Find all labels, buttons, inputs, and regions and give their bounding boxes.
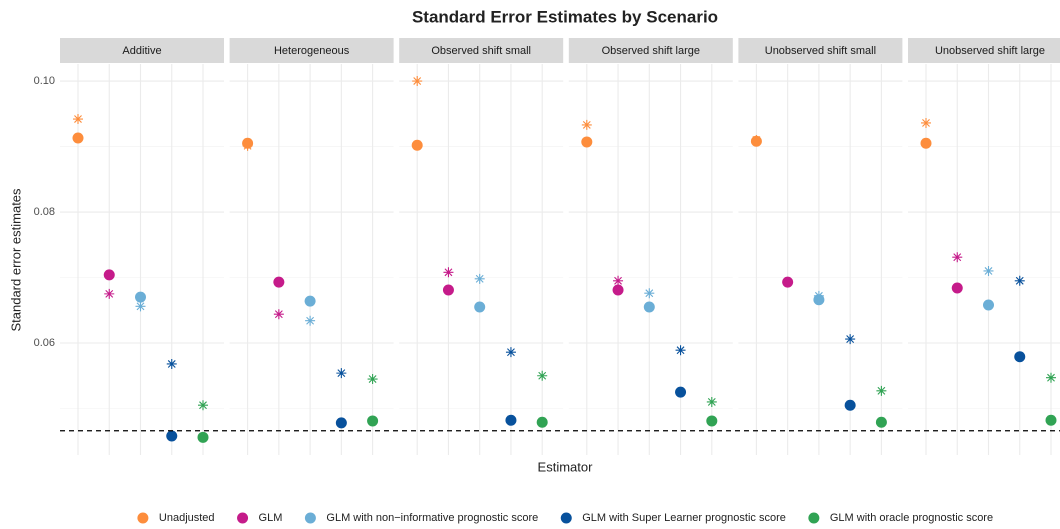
star-point <box>367 374 378 385</box>
star-point <box>581 119 592 130</box>
point <box>643 301 655 313</box>
legend-label: GLM with non−informative prognostic scor… <box>326 512 538 524</box>
star-point <box>273 309 284 320</box>
point <box>612 284 624 296</box>
point <box>675 386 687 398</box>
point <box>1014 351 1026 363</box>
point <box>197 431 209 443</box>
strip <box>399 38 564 63</box>
star-point <box>443 267 454 278</box>
legend-label: GLM with Super Learner prognostic score <box>582 512 786 524</box>
star-point <box>104 288 115 299</box>
star-point <box>1014 275 1025 286</box>
star-point <box>1046 372 1056 383</box>
point <box>411 139 423 151</box>
star-point <box>706 396 717 407</box>
star-point <box>952 252 963 263</box>
point <box>750 135 762 147</box>
strip-label: Unobserved shift large <box>935 45 1045 57</box>
strip <box>738 38 903 63</box>
star-point <box>983 265 994 276</box>
point <box>951 282 963 294</box>
star-point <box>474 273 485 284</box>
star-point <box>644 288 655 299</box>
legend-label: GLM with oracle prognostic score <box>830 512 993 524</box>
star-point <box>73 114 83 125</box>
chart-title: Standard Error Estimates by Scenario <box>412 7 718 26</box>
y-tick-label: 0.10 <box>34 75 55 87</box>
point <box>782 276 794 288</box>
strip-label: Unobserved shift small <box>765 45 876 57</box>
x-axis-label: Estimator <box>538 459 594 474</box>
strip-label: Observed shift large <box>602 45 700 57</box>
point <box>920 137 932 149</box>
point <box>166 430 178 442</box>
y-tick-label: 0.06 <box>34 337 55 349</box>
point <box>335 417 347 429</box>
point <box>273 276 285 288</box>
strip-label: Heterogeneous <box>274 45 350 57</box>
point <box>581 136 593 148</box>
strip-label: Observed shift small <box>431 45 531 57</box>
y-axis-label: Standard error estimates <box>8 188 23 332</box>
star-point <box>537 370 548 381</box>
star-point <box>336 368 347 379</box>
legend-marker <box>304 512 316 524</box>
point <box>1045 414 1057 426</box>
star-point <box>198 400 208 411</box>
legend-label: GLM <box>259 512 283 524</box>
point <box>242 137 254 149</box>
legend-marker <box>237 512 249 524</box>
strip <box>60 38 224 63</box>
star-point <box>305 315 316 326</box>
star-point <box>845 334 856 345</box>
legend-marker <box>560 512 572 524</box>
point <box>304 295 316 307</box>
point <box>844 399 856 411</box>
point <box>442 284 454 296</box>
point <box>536 416 548 428</box>
star-point <box>166 358 177 369</box>
legend-marker <box>808 512 820 524</box>
star-point <box>921 117 931 128</box>
star-point <box>505 347 516 358</box>
star-point <box>135 301 146 312</box>
point <box>706 415 718 427</box>
legend-label: Unadjusted <box>159 512 215 524</box>
point <box>983 299 994 311</box>
strip <box>568 38 733 63</box>
point <box>103 269 115 281</box>
star-point <box>876 385 887 396</box>
legend-marker <box>137 512 149 524</box>
point <box>875 416 887 428</box>
y-tick-label: 0.08 <box>34 206 55 218</box>
point <box>813 294 825 306</box>
point <box>72 132 84 144</box>
star-point <box>675 345 686 356</box>
point <box>474 301 486 313</box>
point <box>135 291 146 303</box>
point <box>367 415 379 427</box>
star-point <box>613 275 624 286</box>
strip <box>908 38 1060 63</box>
point <box>505 414 517 426</box>
strip-label: Additive <box>122 45 161 57</box>
star-point <box>412 76 423 87</box>
strip <box>229 38 394 63</box>
